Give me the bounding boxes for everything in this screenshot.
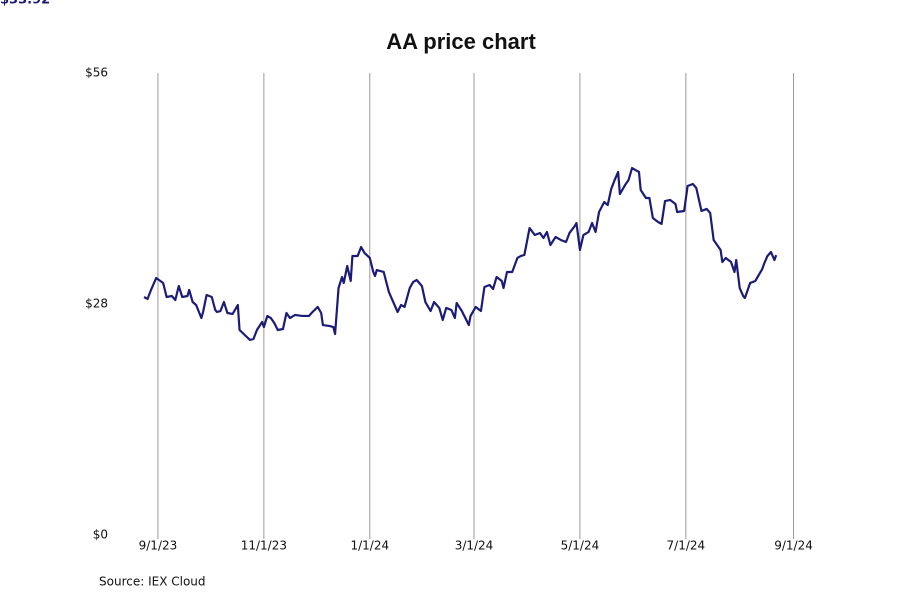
source-note: Source: IEX Cloud <box>99 575 206 589</box>
x-tick-label: 9/1/24 <box>774 539 813 553</box>
x-tick-label: 11/1/23 <box>241 539 287 553</box>
x-tick-label: 9/1/23 <box>139 539 178 553</box>
x-tick-label: 1/1/24 <box>350 539 389 553</box>
price-line <box>143 166 778 342</box>
chart-title: AA price chart <box>386 29 536 54</box>
x-tick-label: 3/1/24 <box>455 539 494 553</box>
x-tick-label: 7/1/24 <box>667 539 706 553</box>
x-tick-label: 5/1/24 <box>561 539 600 553</box>
last-price-label: $33.92 <box>0 0 50 8</box>
y-tick-label: $28 <box>85 297 108 311</box>
y-tick-label: $0 <box>93 528 108 542</box>
y-tick-label: $56 <box>85 66 108 80</box>
